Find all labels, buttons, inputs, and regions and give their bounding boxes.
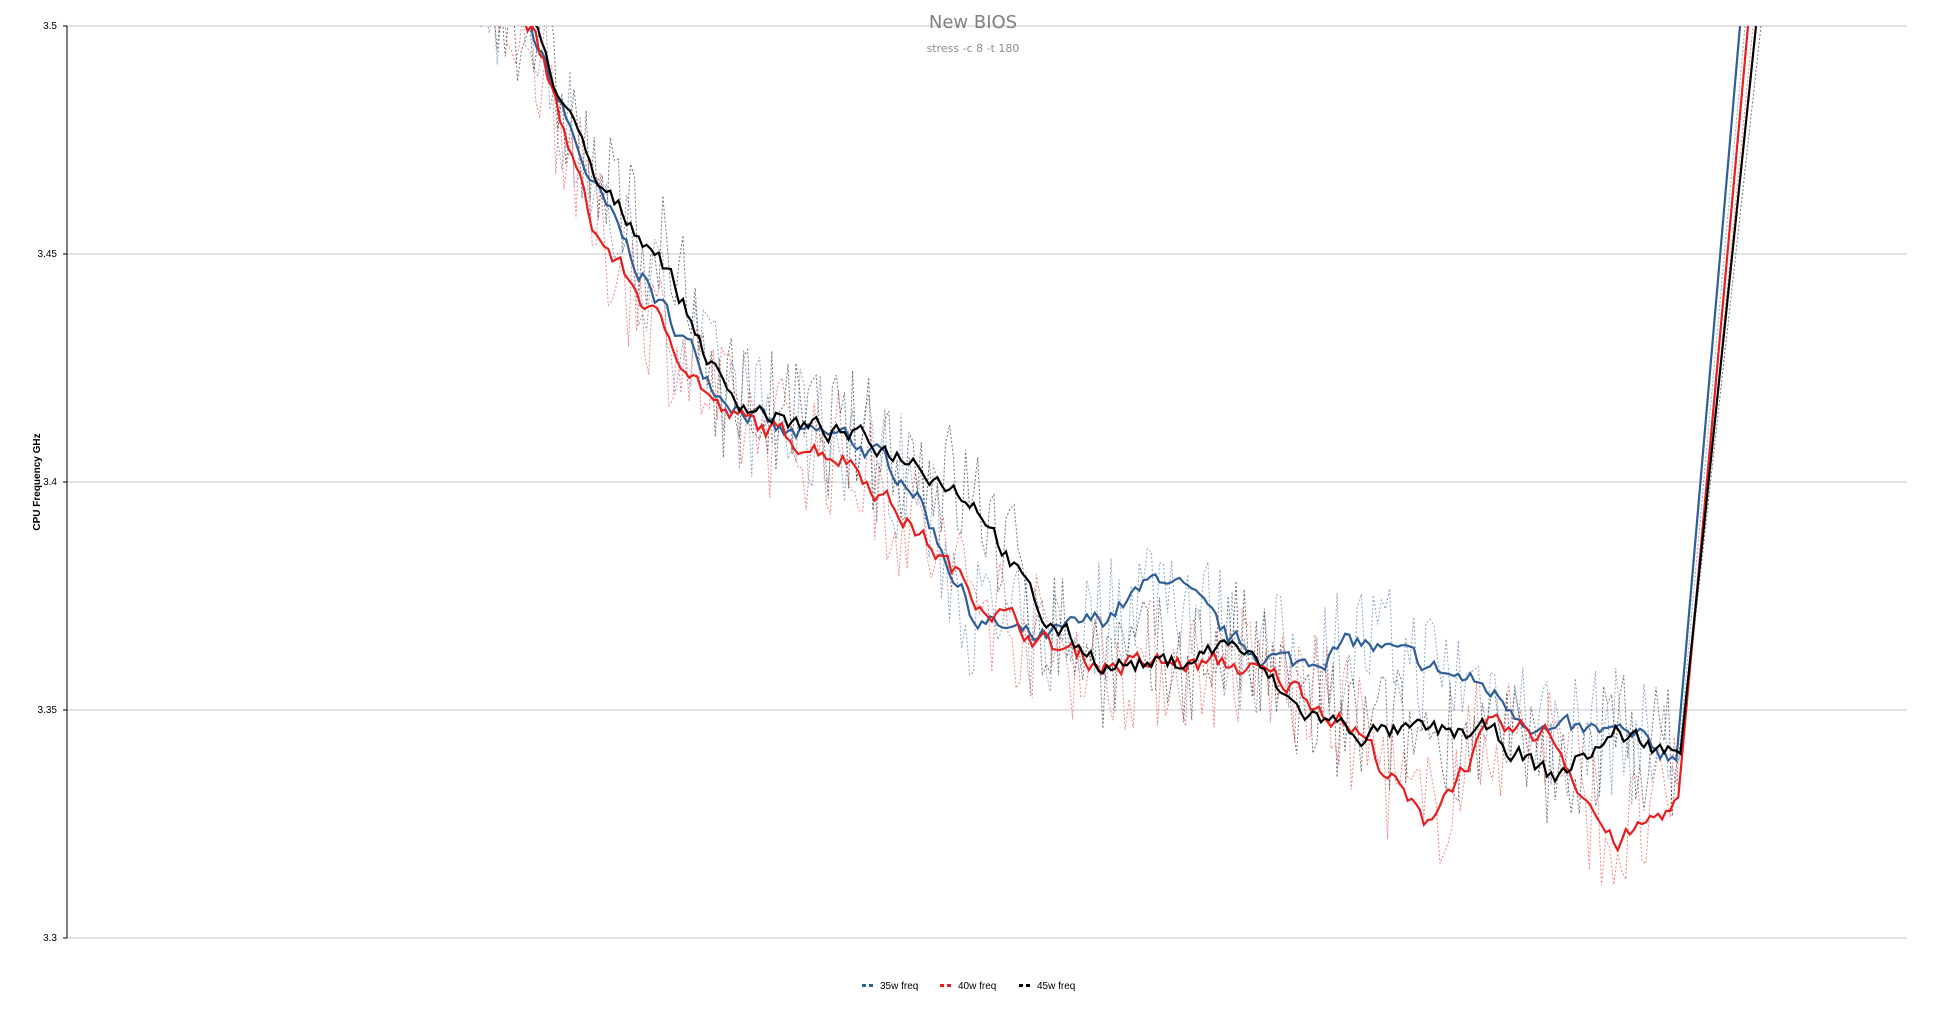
y-tick-label: 3.5: [43, 21, 57, 32]
gridlines: [63, 25, 1907, 939]
series-noise: [480, 26, 1762, 886]
series-line-3: [534, 26, 1758, 784]
series-raw-line-2: [497, 26, 1754, 886]
series-raw-line-3: [480, 26, 1762, 824]
chart-title: New BIOS: [929, 12, 1017, 33]
y-axis-label: CPU Frequency GHz: [32, 433, 43, 530]
y-tick-label: 3.35: [38, 705, 58, 716]
series-raw-line-1: [487, 26, 1746, 806]
legend: 35w freq 40w freq 45w freq: [862, 981, 1075, 992]
y-tick-label: 3.45: [38, 249, 58, 260]
legend-swatch: [869, 984, 873, 987]
legend-swatch: [947, 984, 951, 987]
series-line-1: [529, 26, 1742, 763]
legend-swatch: [1019, 984, 1023, 987]
y-tick-label: 3.3: [43, 933, 57, 944]
legend-label: 40w freq: [958, 981, 996, 992]
y-tick-labels: 3.3 3.35 3.4 3.45 3.5: [38, 21, 58, 944]
y-tick-label: 3.4: [43, 477, 57, 488]
legend-label: 35w freq: [880, 981, 918, 992]
legend-label: 45w freq: [1037, 981, 1075, 992]
legend-swatch: [940, 984, 944, 987]
legend-swatch: [1026, 984, 1030, 987]
series-line-2: [524, 26, 1750, 853]
legend-swatch: [862, 984, 866, 987]
series-lines: [524, 26, 1758, 853]
chart-subtitle: stress -c 8 -t 180: [927, 42, 1020, 55]
